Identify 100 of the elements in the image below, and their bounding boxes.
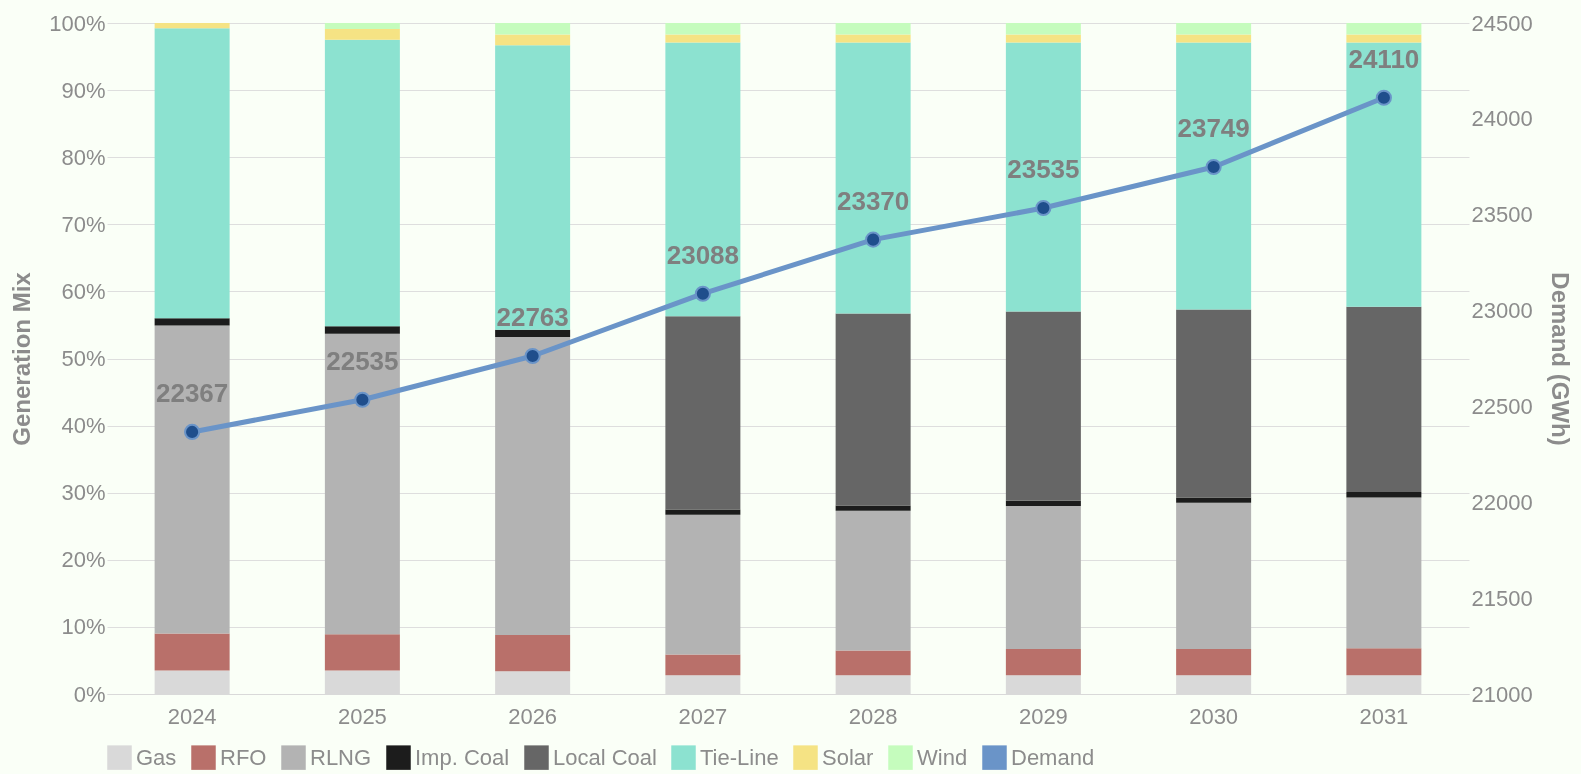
legend-label: RLNG	[310, 744, 372, 770]
y-tick-label: 0%	[73, 681, 106, 707]
point	[524, 347, 541, 365]
bar	[665, 42, 741, 317]
legend-label: Gas	[136, 744, 177, 770]
bar	[1005, 500, 1081, 507]
legend-label: Imp. Coal	[415, 744, 510, 770]
x-tick-label: 2031	[1359, 703, 1409, 729]
point	[1035, 199, 1052, 217]
y-tick-label: 50%	[61, 346, 106, 371]
legend-label: Tie-Line	[700, 744, 779, 770]
bar	[495, 337, 571, 635]
bar	[1346, 648, 1422, 676]
x-tick-label: 2029	[1018, 703, 1068, 729]
point	[694, 285, 711, 302]
bar	[495, 45, 571, 330]
y-axis-title: Generation Mix	[8, 271, 36, 446]
legend-label: Demand	[1011, 744, 1095, 770]
bar	[324, 23, 400, 30]
y2-tick-label: 23000	[1471, 298, 1533, 324]
y-tick-label: 70%	[61, 211, 106, 237]
bar	[1346, 492, 1422, 498]
y-tick-label: 90%	[61, 77, 106, 103]
bar	[665, 514, 741, 655]
bar	[1346, 497, 1422, 649]
bar	[1176, 34, 1252, 43]
bar	[495, 34, 571, 46]
bar	[1176, 649, 1252, 676]
bar	[154, 23, 230, 29]
y2-tick-label: 22000	[1471, 489, 1533, 515]
bar	[154, 633, 230, 671]
legend-label: Wind	[917, 744, 968, 770]
bar	[495, 329, 571, 338]
data-label: 23749	[1177, 112, 1250, 143]
bar	[1176, 497, 1252, 503]
legend-label: RFO	[220, 744, 267, 770]
x-tick-label: 2024	[167, 703, 217, 729]
bar	[835, 650, 911, 676]
bar	[154, 325, 230, 634]
legend-label: Local Coal	[553, 744, 657, 770]
bar	[154, 28, 230, 319]
bar	[1005, 311, 1081, 501]
point	[354, 391, 371, 408]
point	[184, 423, 201, 440]
data-label: 22763	[496, 302, 569, 333]
bar	[324, 29, 400, 40]
bar	[835, 34, 911, 43]
bar	[495, 23, 571, 35]
y-tick-label: 40%	[61, 413, 106, 439]
bar	[324, 634, 400, 671]
bar	[1005, 649, 1081, 676]
bar	[1346, 34, 1422, 43]
bar	[1176, 309, 1252, 498]
bar	[495, 634, 571, 672]
y-tick-label: 60%	[61, 278, 106, 304]
bar	[324, 39, 400, 327]
bar	[835, 510, 911, 651]
y2-tick-label: 24500	[1471, 10, 1533, 36]
point	[1375, 89, 1392, 106]
bar	[835, 42, 911, 314]
bar	[1005, 506, 1081, 650]
y2-tick-label: 22500	[1471, 393, 1533, 419]
y-tick-label: 10%	[61, 614, 106, 640]
bar	[1176, 23, 1252, 35]
bar	[665, 654, 741, 676]
bar	[1005, 34, 1081, 43]
x-tick-label: 2027	[678, 703, 728, 729]
y2-axis-title: Demand (GWh)	[1546, 272, 1574, 446]
y2-tick-label: 21500	[1471, 585, 1533, 611]
bar	[835, 313, 911, 506]
bar	[835, 23, 911, 35]
y-tick-label: 30%	[61, 480, 106, 506]
bar	[1346, 23, 1422, 35]
data-label: 23370	[836, 185, 910, 216]
data-label: 23535	[1007, 154, 1080, 184]
x-tick-label: 2025	[337, 703, 387, 729]
bar	[665, 316, 741, 510]
bar	[324, 326, 400, 334]
data-label: 24110	[1348, 43, 1420, 74]
bar	[835, 505, 911, 511]
bar	[665, 509, 741, 515]
y-tick-label: 20%	[61, 547, 106, 573]
x-tick-label: 2028	[848, 703, 898, 729]
bar	[1346, 42, 1422, 307]
point	[1205, 158, 1222, 176]
x-tick-label: 2030	[1189, 703, 1239, 729]
bar	[665, 23, 741, 35]
y2-tick-label: 23500	[1471, 202, 1533, 228]
bar	[665, 34, 741, 43]
bar	[1005, 23, 1081, 35]
bar	[1176, 42, 1252, 310]
bar	[154, 318, 230, 326]
bar	[324, 333, 400, 635]
bar	[1176, 502, 1252, 650]
y2-tick-label: 21000	[1471, 681, 1533, 707]
x-tick-label: 2026	[508, 703, 558, 729]
y2-tick-label: 24000	[1471, 106, 1533, 132]
y-tick-label: 80%	[61, 144, 106, 170]
y-tick-label: 100%	[49, 10, 106, 36]
bar	[1005, 42, 1081, 312]
